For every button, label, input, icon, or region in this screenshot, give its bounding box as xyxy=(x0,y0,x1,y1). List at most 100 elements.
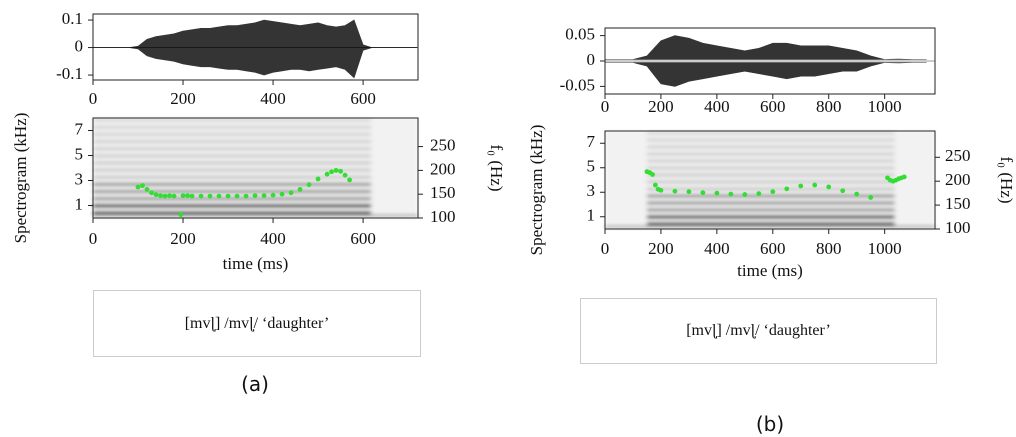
f0-point xyxy=(901,174,907,180)
x-tick-label: 200 xyxy=(170,229,196,248)
f0-point xyxy=(329,169,334,175)
y-axis-label: Spectrogram (kHz) xyxy=(527,125,546,256)
y-tick-label: -0.05 xyxy=(560,75,595,94)
f0-point xyxy=(144,187,150,192)
spectrogram-band xyxy=(646,159,895,163)
x-tick-label: 400 xyxy=(704,239,730,258)
f0-point xyxy=(798,183,804,189)
f0-point xyxy=(178,212,184,218)
y2-axis-label: f₀ (Hz) xyxy=(487,145,506,192)
y-tick-label: 0 xyxy=(75,36,84,55)
spectrogram-band xyxy=(93,189,372,194)
f0-point xyxy=(784,186,790,192)
f0-point xyxy=(198,193,204,199)
f0-point xyxy=(742,192,748,197)
spectrogram-band xyxy=(646,166,895,170)
f0-point xyxy=(225,193,231,199)
f0-point xyxy=(135,184,141,190)
x-tick-label: 200 xyxy=(170,89,196,108)
spectrogram-band xyxy=(646,187,895,191)
f0-point xyxy=(315,176,321,182)
x-tick-label: 0 xyxy=(601,97,610,116)
caption-box: [mvɭ̩] /mvɭ̩/ ‘daughter’ xyxy=(580,298,937,364)
spectrogram-band xyxy=(93,168,372,173)
y-tick-label: 3 xyxy=(587,181,596,200)
spectrogram-band xyxy=(646,215,895,219)
y-tick-label: 0.1 xyxy=(62,9,83,28)
x-tick-label: 1000 xyxy=(868,239,902,258)
f0-point xyxy=(243,193,249,199)
x-tick-label: 600 xyxy=(350,89,376,108)
f0-point xyxy=(167,193,172,199)
caption-box: [mvɭ̩] /mvɭ̩/ ‘daughter’ xyxy=(93,290,421,357)
spectrogram-floor xyxy=(93,214,418,217)
y-tick-label: 7 xyxy=(75,119,84,138)
y-tick-label: 1 xyxy=(587,206,596,225)
x-tick-label: 400 xyxy=(260,229,286,248)
f0-point xyxy=(854,191,860,197)
spectrogram-band xyxy=(646,208,895,212)
f0-point xyxy=(756,191,762,197)
f0-point xyxy=(288,190,294,196)
y2-tick-label: 250 xyxy=(945,146,971,165)
spectrogram-band xyxy=(93,153,372,158)
f0-point xyxy=(324,171,330,177)
spectrogram-floor xyxy=(605,225,935,228)
waveform-envelope xyxy=(93,19,418,48)
y-tick-label: 7 xyxy=(587,132,596,151)
spectrogram-band xyxy=(646,201,895,205)
waveform-envelope xyxy=(93,47,418,79)
x-tick-label: 400 xyxy=(260,89,286,108)
f0-point xyxy=(180,193,186,199)
spectrogram-band xyxy=(93,196,372,201)
f0-point xyxy=(162,193,168,199)
f0-point xyxy=(140,183,145,189)
y2-tick-label: 200 xyxy=(430,159,456,178)
spectrogram-texture xyxy=(605,131,935,229)
x-tick-label: 0 xyxy=(89,229,98,248)
x-tick-label: 600 xyxy=(350,229,376,248)
y-tick-label: 5 xyxy=(75,144,84,163)
x-tick-label: 600 xyxy=(760,97,786,116)
y-tick-label: 0 xyxy=(587,50,596,69)
f0-point xyxy=(153,192,159,198)
y2-tick-label: 250 xyxy=(430,135,456,154)
panel-label: (a) xyxy=(241,372,269,396)
spectrogram-band xyxy=(93,182,372,187)
spectrogram-band xyxy=(646,222,895,226)
f0-point xyxy=(700,190,706,196)
y2-tick-label: 100 xyxy=(945,218,971,237)
f0-point xyxy=(840,188,846,194)
spectrogram-band xyxy=(646,131,895,135)
spectrogram-band xyxy=(646,152,895,156)
spectrogram-band xyxy=(93,132,372,137)
f0-point xyxy=(261,193,267,199)
y-tick-label: 5 xyxy=(587,157,596,176)
spectrogram-band xyxy=(646,145,895,149)
f0-point xyxy=(185,193,190,199)
f0-point xyxy=(216,193,222,199)
x-tick-label: 0 xyxy=(89,89,98,108)
spectrogram-band xyxy=(93,146,372,151)
f0-point xyxy=(279,191,285,197)
x-axis-label: time (ms) xyxy=(223,254,289,273)
y2-axis-label: f₀ (Hz) xyxy=(997,157,1016,204)
f0-point xyxy=(297,187,303,192)
f0-point xyxy=(342,172,348,178)
spectrogram-band xyxy=(646,194,895,198)
f0-point xyxy=(658,187,664,193)
y2-tick-label: 200 xyxy=(945,170,971,189)
y2-tick-label: 150 xyxy=(945,194,971,213)
f0-point xyxy=(672,188,678,194)
f0-point xyxy=(333,167,339,173)
spectrogram-band xyxy=(93,203,372,208)
f0-point xyxy=(158,193,163,199)
f0-point xyxy=(306,182,312,188)
spectrogram-band xyxy=(646,138,895,142)
spectrogram-band xyxy=(93,139,372,144)
f0-point xyxy=(686,189,692,195)
f0-point xyxy=(347,177,352,183)
x-tick-label: 800 xyxy=(816,239,842,258)
